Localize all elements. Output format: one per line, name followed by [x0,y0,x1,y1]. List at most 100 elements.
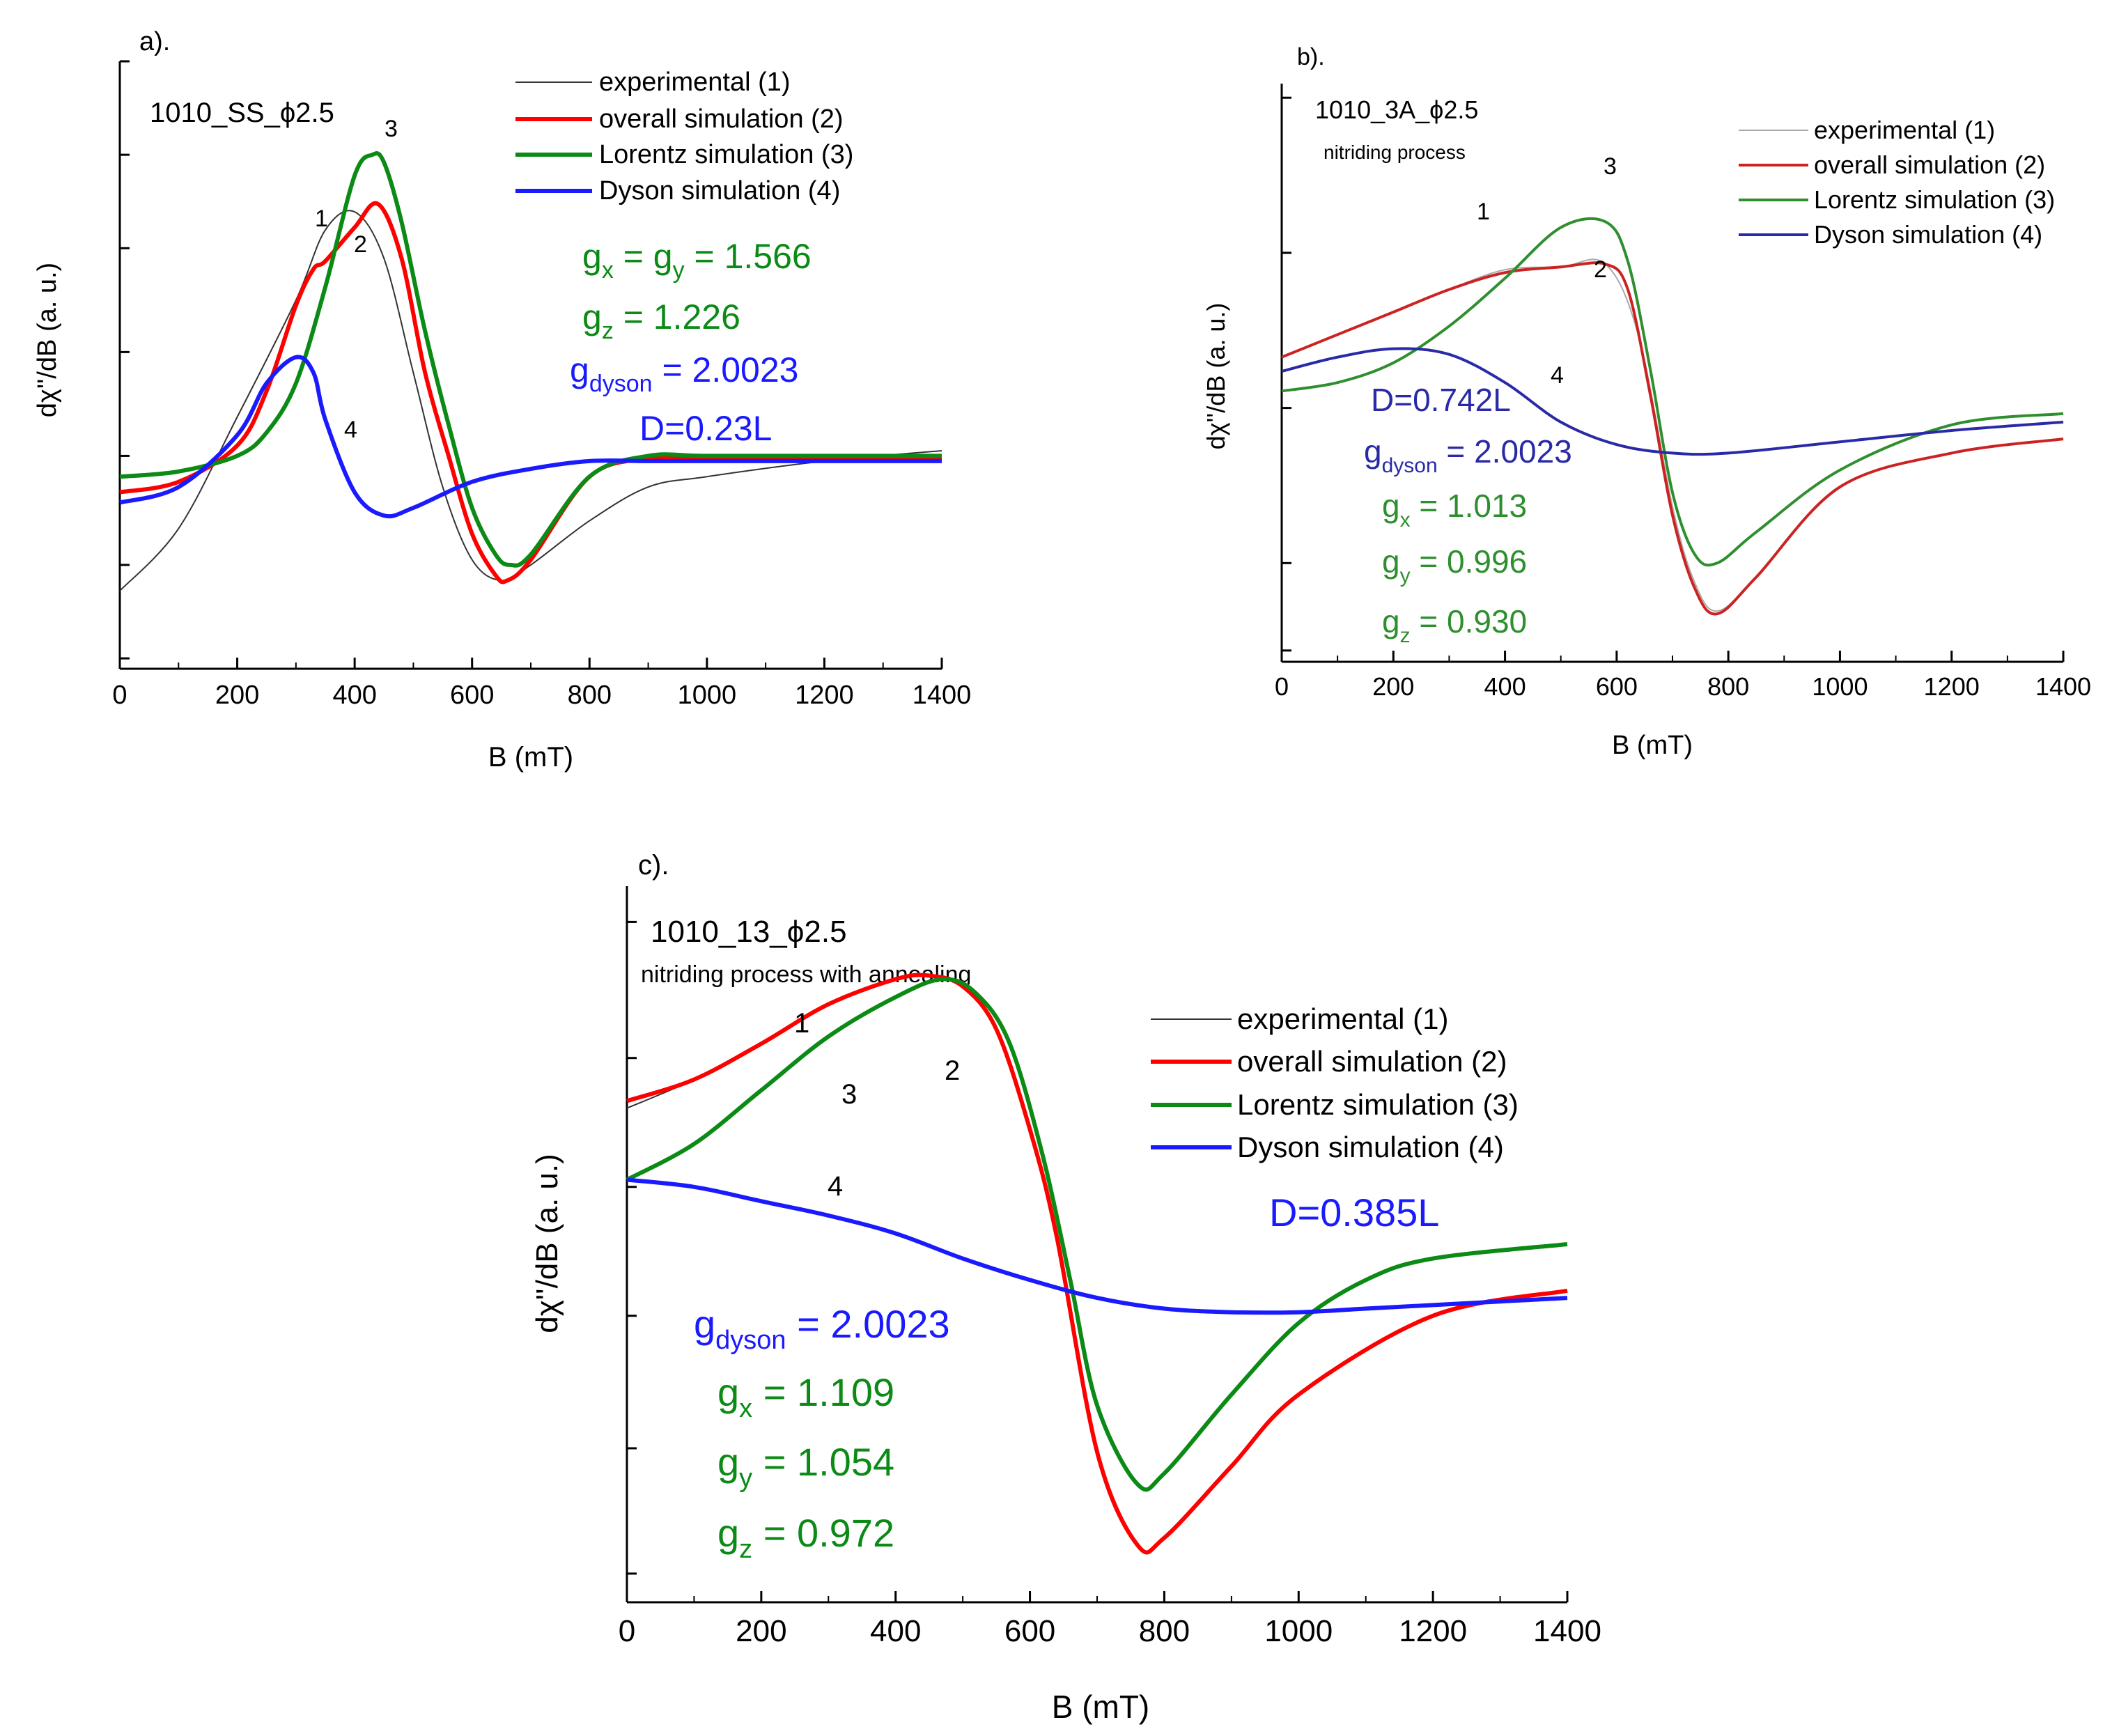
sample-subtitle: nitriding process [1324,141,1466,163]
legend-experimental: experimental (1) [599,68,791,97]
x-tick-label: 600 [1004,1614,1055,1648]
series-group [626,972,1568,1555]
x-tick-label: 400 [870,1614,921,1648]
legend: experimental (1) overall simulation (2) … [515,68,853,206]
curve-label-4: 4 [828,1171,843,1202]
legend-experimental: experimental (1) [1814,116,1995,144]
curve-label-2: 2 [1594,256,1607,283]
series-overall-simulation [626,972,1568,1555]
panel-label: a). [139,27,170,56]
curve-label-4: 4 [344,417,357,443]
x-tick-label: 800 [568,681,612,710]
param-gx: gx = 1.013 [1382,488,1527,532]
curve-label-3: 3 [1604,153,1617,180]
legend-overall: overall simulation (2) [1814,150,2045,179]
legend-dyson: Dyson simulation (4) [1814,220,2042,249]
curve-label-1: 1 [315,206,328,232]
param-gz: gz = 0.930 [1382,603,1527,647]
series-lorentz-simulation [1281,217,2064,567]
x-tick-label: 1000 [678,681,737,710]
legend: experimental (1) overall simulation (2) … [1151,1002,1519,1163]
x-tick-label: 1400 [1533,1614,1601,1648]
series-overall-simulation [119,201,942,584]
param-gdyson: gdyson = 2.0023 [570,350,798,397]
curve-label-1: 1 [794,1008,809,1039]
legend-overall: overall simulation (2) [599,104,844,134]
x-tick-label: 200 [736,1614,786,1648]
panel-label: c). [638,850,669,881]
param-gz: gz = 1.226 [582,297,740,344]
curve-label-1: 1 [1477,199,1490,225]
legend-dyson: Dyson simulation (4) [599,176,840,206]
param-d: D=0.23L [639,409,772,448]
axes [626,886,1569,1604]
series-group [119,151,942,591]
sample-title: 1010_3A_ϕ2.5 [1315,95,1478,124]
x-ticks: 0 200 400 600 800 1000 1200 1400 [112,681,971,710]
param-gdyson: gdyson = 2.0023 [694,1302,950,1355]
series-dyson-simulation [119,355,942,519]
param-gdyson: gdyson = 2.0023 [1364,433,1572,477]
legend-lorentz: Lorentz simulation (3) [1237,1088,1519,1121]
x-tick-label: 200 [1372,672,1414,701]
param-gy: gy = 0.996 [1382,543,1527,587]
sample-title: 1010_SS_ϕ2.5 [150,98,334,128]
panel-b: b). 1010_3A_ϕ2.5 nitriding process dχ''/… [1202,44,2091,760]
series-dyson-simulation [1281,347,2064,456]
x-tick-label: 800 [1707,672,1749,701]
x-ticks: 0 200 400 600 800 1000 1200 1400 [1275,672,2091,701]
curve-label-4: 4 [1551,362,1564,389]
sample-title: 1010_13_ϕ2.5 [651,915,847,949]
param-gy: gy = 1.054 [717,1440,894,1493]
legend-dyson: Dyson simulation (4) [1237,1131,1504,1163]
x-tick-label: 1200 [795,681,854,710]
panel-c: c). 1010_13_ϕ2.5 nitriding process with … [530,850,1601,1725]
x-tick-label: 1400 [913,681,972,710]
curve-label-2: 2 [354,231,367,258]
x-ticks: 0 200 400 600 800 1000 1200 1400 [619,1614,1601,1648]
y-axis-label: dχ''/dB (a. u.) [530,1154,564,1333]
axes [118,60,943,670]
legend-experimental: experimental (1) [1237,1002,1448,1035]
x-tick-label: 400 [1484,672,1526,701]
x-axis-label: B (mT) [1612,731,1693,760]
x-tick-label: 1000 [1812,672,1868,701]
param-d: D=0.385L [1269,1191,1439,1234]
param-d: D=0.742L [1371,382,1511,418]
y-axis-label: dχ''/dB (a. u.) [1202,303,1230,450]
legend: experimental (1) overall simulation (2) … [1739,116,2055,249]
series-overall-simulation [1281,261,2064,616]
x-tick-label: 800 [1139,1614,1190,1648]
x-tick-label: 1000 [1264,1614,1333,1648]
legend-lorentz: Lorentz simulation (3) [1814,185,2055,214]
series-experimental [119,210,942,591]
series-lorentz-simulation [119,151,942,568]
series-group [1281,217,2064,616]
x-axis-label: B (mT) [1052,1689,1150,1725]
curve-label-3: 3 [841,1079,857,1110]
x-tick-label: 1200 [1399,1614,1467,1648]
param-gz: gz = 0.972 [717,1511,894,1564]
param-gx: gx = 1.109 [717,1370,894,1423]
curve-label-3: 3 [385,116,398,142]
x-tick-label: 0 [1275,672,1289,701]
x-tick-label: 0 [112,681,127,710]
axes [1280,84,2065,663]
x-tick-label: 200 [215,681,259,710]
legend-overall: overall simulation (2) [1237,1045,1507,1078]
curve-label-2: 2 [945,1055,960,1086]
x-tick-label: 1200 [1924,672,1980,701]
x-tick-label: 0 [619,1614,635,1648]
x-tick-label: 1400 [2035,672,2091,701]
x-tick-label: 600 [450,681,494,710]
y-axis-label: dχ''/dB (a. u.) [33,263,62,417]
panel-a: a). 1010_SS_ϕ2.5 dχ''/dB (a. u.) B (mT) … [33,27,971,773]
series-dyson-simulation [626,1177,1568,1315]
legend-lorentz: Lorentz simulation (3) [599,140,853,169]
x-tick-label: 400 [332,681,376,710]
panel-label: b). [1297,44,1325,70]
param-gx-gy: gx = gy = 1.566 [582,237,812,284]
x-tick-label: 600 [1596,672,1638,701]
x-axis-label: B (mT) [488,742,573,773]
